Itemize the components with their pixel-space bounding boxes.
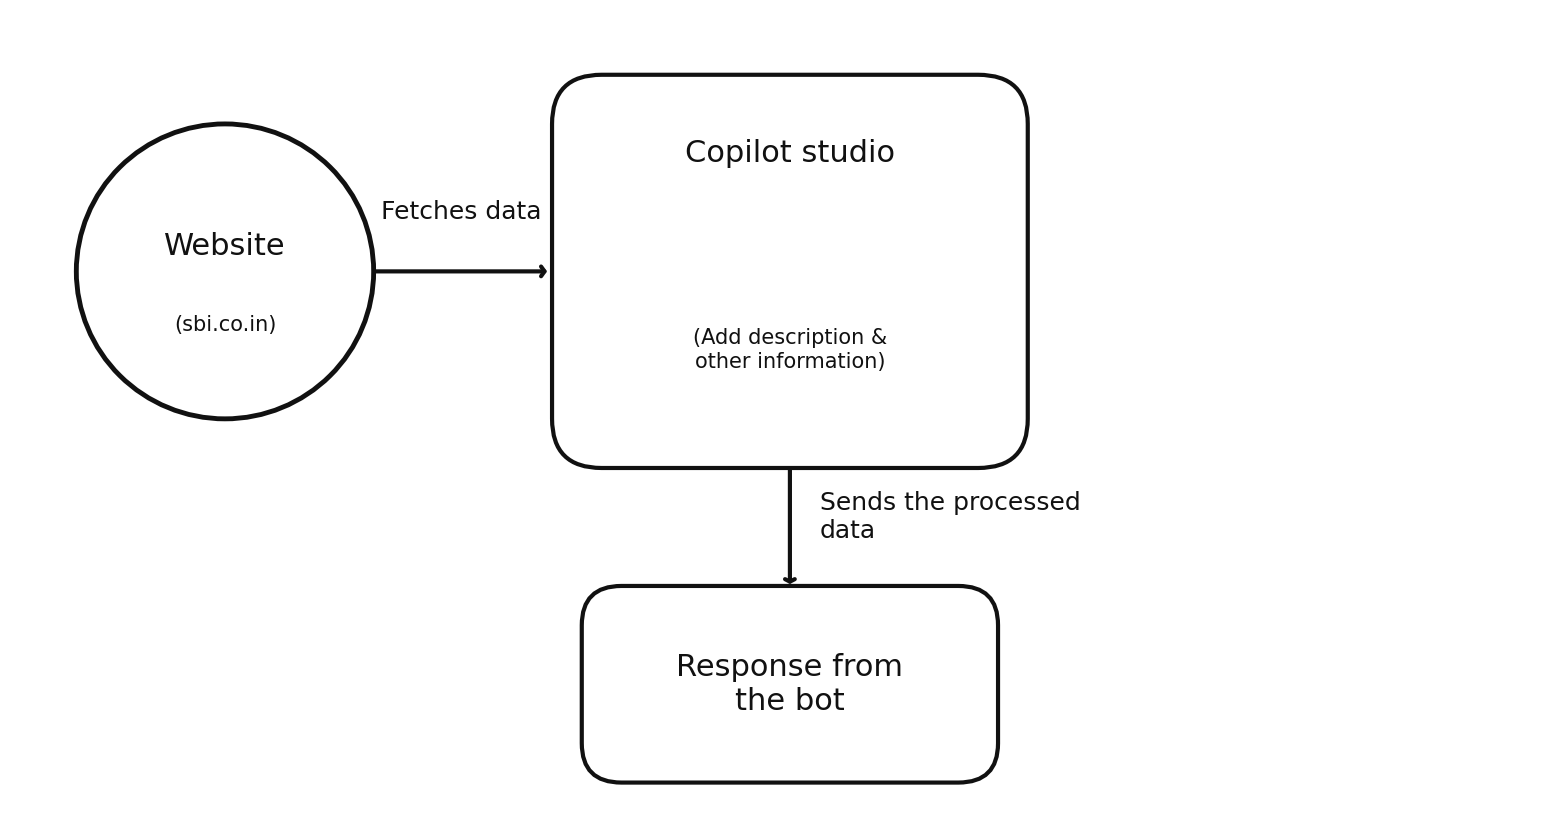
Text: (Add description &
other information): (Add description & other information) [692,328,887,372]
Text: Fetches data: Fetches data [380,201,541,224]
Text: Response from
the bot: Response from the bot [677,653,903,716]
Text: Sends the processed
data: Sends the processed data [820,491,1080,543]
Text: Copilot studio: Copilot studio [684,139,895,168]
Text: Website: Website [164,233,285,261]
Text: (sbi.co.in): (sbi.co.in) [173,315,276,336]
